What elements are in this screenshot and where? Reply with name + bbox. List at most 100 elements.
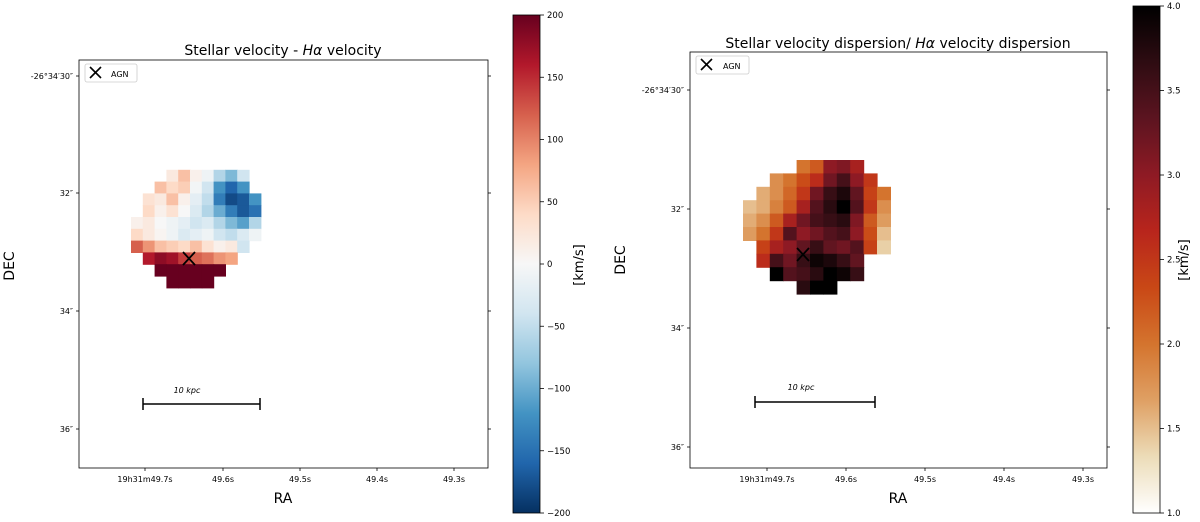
heatmap-cell (810, 213, 824, 228)
right-scalebar-label: 10 kpc (788, 383, 815, 392)
left-colorbar-label: [km/s] (572, 244, 587, 286)
heatmap-cell (166, 252, 179, 265)
heatmap-cell (769, 213, 784, 228)
heatmap-cell (190, 276, 203, 289)
right-agn-marker (796, 247, 810, 262)
heatmap-cell (249, 205, 262, 218)
heatmap-cell (237, 228, 250, 242)
heatmap-cell (213, 169, 226, 183)
left-x-tick: 49.3s (443, 475, 465, 484)
left-x-tickmarks (144, 468, 455, 471)
left-scalebar-label: 10 kpc (174, 386, 201, 395)
heatmap-cell (201, 181, 215, 194)
heatmap-cell (836, 200, 851, 215)
heatmap-cell (796, 267, 811, 282)
heatmap-cell (756, 200, 771, 215)
left-plot-frame (78, 59, 489, 469)
left-y-tick: -26°34′30″ (31, 72, 73, 81)
left-legend: AGN (84, 63, 138, 83)
heatmap-cell (877, 213, 891, 228)
colorbar-tick-label: 0 (547, 260, 552, 270)
colorbar-tick-label: 200 (547, 11, 563, 21)
heatmap-cell (142, 205, 156, 218)
colorbar-tick-label: −50 (547, 322, 565, 332)
heatmap-cell (131, 228, 144, 242)
right-x-tick: 49.3s (1072, 475, 1094, 484)
heatmap-cell (863, 200, 878, 215)
right-y-tick: -26°34′30″ (642, 86, 684, 95)
heatmap-cell (178, 228, 191, 242)
heatmap-cell (237, 240, 250, 253)
heatmap-cell (783, 227, 798, 241)
colorbar-tick-label: 3.5 (1167, 87, 1181, 97)
colorbar-tick-label: 2.0 (1167, 340, 1181, 350)
left-legend-label: AGN (111, 70, 129, 79)
heatmap-cell (743, 213, 757, 228)
heatmap-cell (225, 252, 238, 265)
heatmap-cell (154, 181, 167, 194)
left-colorbar-gradient (512, 14, 541, 514)
colorbar-tick-label: −200 (547, 509, 570, 519)
heatmap-cell (178, 276, 191, 289)
heatmap-cell (225, 181, 238, 194)
heatmap-cell (796, 200, 811, 215)
heatmap-cell (836, 213, 851, 228)
left-ylabel: DEC (2, 251, 18, 281)
colorbar-tick-label: 50 (547, 198, 558, 208)
left-legend-box (84, 63, 138, 83)
left-colorbar-ticks: 200 150 100 50 0 −50 −100 −150 −200 (540, 11, 570, 519)
heatmap-cell (810, 240, 824, 255)
heatmap-cell (743, 200, 757, 215)
heatmap-cell (190, 181, 203, 194)
right-legend-box (695, 55, 750, 75)
colorbar-tick-label: 2.5 (1167, 256, 1181, 266)
heatmap-cell (166, 264, 179, 277)
right-scalebar (754, 396, 876, 408)
heatmap-cell (823, 267, 838, 282)
heatmap-cell (131, 217, 144, 230)
heatmap-cell (863, 186, 878, 201)
heatmap-cell (769, 186, 784, 201)
heatmap-cell (225, 217, 238, 230)
heatmap-cell (836, 267, 851, 282)
heatmap-cell (810, 227, 824, 241)
heatmap-cell (810, 186, 824, 201)
heatmap-cell (166, 276, 179, 289)
heatmap-cell (154, 193, 167, 206)
heatmap-cell (836, 173, 851, 188)
right-x-tickmarks (766, 468, 1084, 471)
heatmap-cell (249, 217, 262, 230)
heatmap-cell (190, 169, 203, 183)
left-panel: Stellar velocity - Hα velocity AGN 10 kp… (2, 43, 491, 507)
heatmap-cell (213, 217, 226, 230)
left-scalebar (142, 398, 261, 410)
left-xlabel: RA (274, 491, 293, 507)
heatmap-cell (810, 280, 824, 295)
heatmap-cell (190, 217, 203, 230)
heatmap-cell (823, 280, 838, 295)
heatmap-cell (769, 173, 784, 188)
heatmap-cell (142, 240, 156, 253)
heatmap-cell (796, 240, 811, 255)
left-y-tick: 32″ (60, 189, 73, 198)
heatmap-cell (154, 252, 167, 265)
heatmap-cell (783, 253, 798, 268)
heatmap-cell (190, 264, 203, 277)
left-x-tick: 49.6s (212, 475, 234, 484)
heatmap-cell (783, 267, 798, 282)
heatmap-cell (166, 181, 179, 194)
heatmap-cell (166, 193, 179, 206)
heatmap-cell (213, 181, 226, 194)
heatmap-cell (225, 228, 238, 242)
heatmap-cell (769, 240, 784, 255)
colorbar-tick-label: 1.5 (1167, 425, 1181, 435)
heatmap-cell (225, 240, 238, 253)
heatmap-cell (225, 193, 238, 206)
right-colorbar-gradient (1132, 5, 1161, 514)
right-legend: AGN (695, 55, 750, 75)
heatmap-cell (769, 200, 784, 215)
colorbar-tick-label: 1.0 (1167, 509, 1181, 519)
heatmap-cell (225, 205, 238, 218)
heatmap-cell (178, 240, 191, 253)
